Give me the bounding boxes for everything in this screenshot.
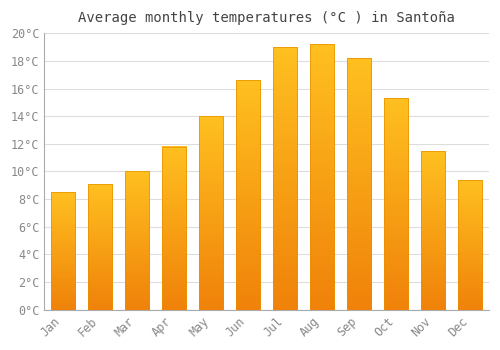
Bar bbox=[51, 192, 75, 310]
Bar bbox=[422, 151, 446, 310]
Bar bbox=[236, 80, 260, 310]
Bar bbox=[384, 98, 408, 310]
Bar bbox=[347, 58, 372, 310]
Bar bbox=[458, 180, 482, 310]
Bar bbox=[162, 147, 186, 310]
Bar bbox=[88, 184, 112, 310]
Bar bbox=[125, 172, 149, 310]
Bar bbox=[199, 116, 223, 310]
Bar bbox=[310, 44, 334, 310]
Title: Average monthly temperatures (°C ) in Santoña: Average monthly temperatures (°C ) in Sa… bbox=[78, 11, 455, 25]
Bar bbox=[273, 47, 297, 310]
